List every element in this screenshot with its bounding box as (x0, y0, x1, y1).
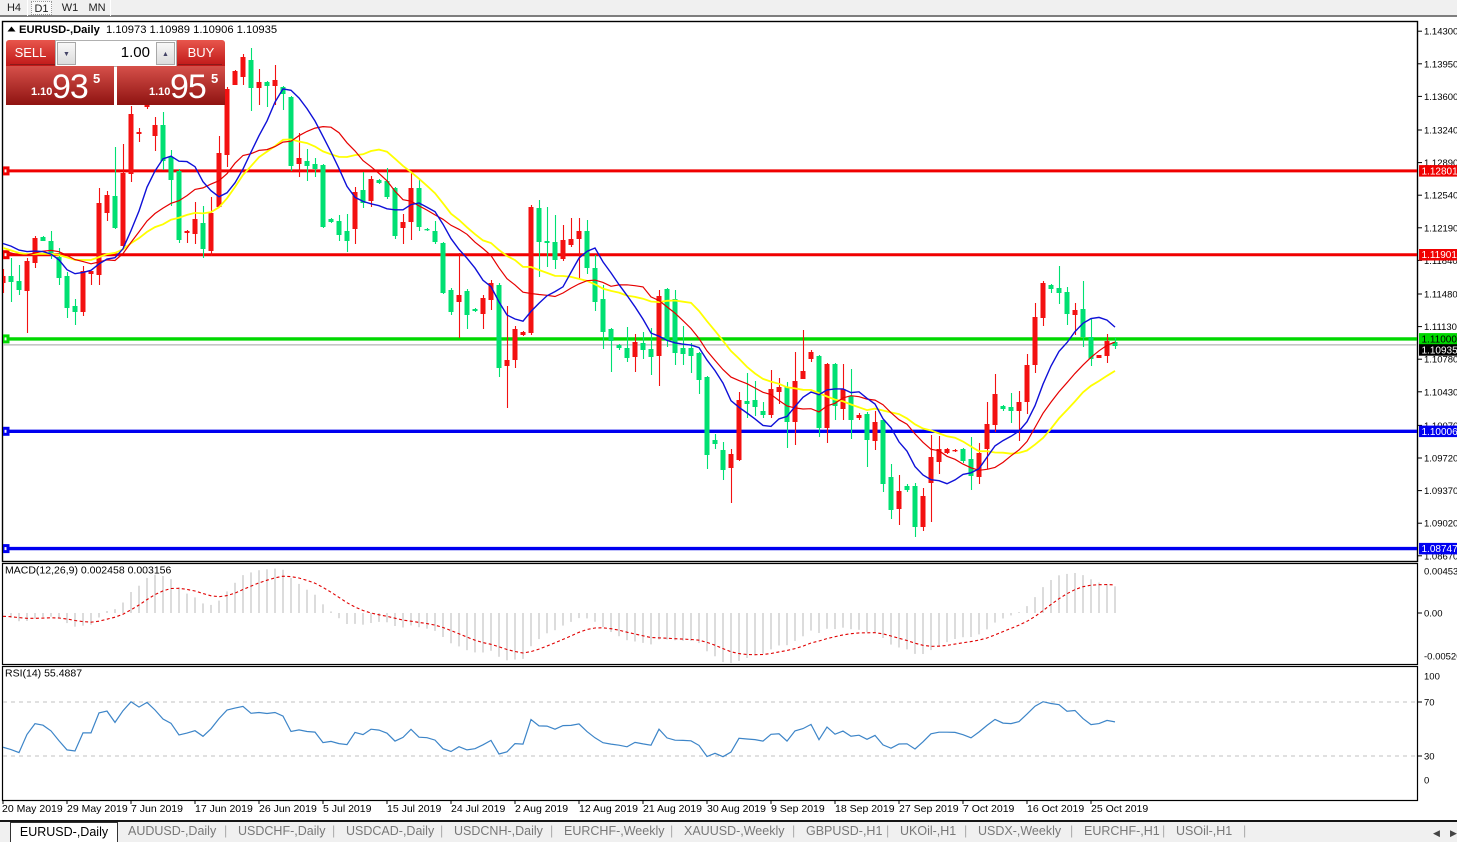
svg-text:1.10935: 1.10935 (1422, 346, 1457, 357)
svg-text:12 Aug 2019: 12 Aug 2019 (579, 803, 638, 815)
svg-text:1.10430: 1.10430 (1424, 387, 1457, 398)
svg-text:16 Oct 2019: 16 Oct 2019 (1027, 803, 1084, 815)
svg-text:5 Jul 2019: 5 Jul 2019 (323, 803, 372, 815)
svg-text:RSI(14) 55.4887: RSI(14) 55.4887 (5, 668, 82, 680)
svg-text:1.11480: 1.11480 (1424, 290, 1457, 301)
svg-text:1.09370: 1.09370 (1424, 486, 1457, 497)
svg-text:26 Jun 2019: 26 Jun 2019 (259, 803, 317, 815)
svg-text:27 Sep 2019: 27 Sep 2019 (899, 803, 959, 815)
svg-text:1.09720: 1.09720 (1424, 454, 1457, 465)
svg-text:1.14300: 1.14300 (1424, 27, 1457, 38)
svg-text:1.11000: 1.11000 (1422, 334, 1457, 345)
svg-text:1.10006: 1.10006 (1422, 427, 1457, 438)
svg-text:1.09020: 1.09020 (1424, 519, 1457, 530)
svg-text:30 Aug 2019: 30 Aug 2019 (707, 803, 766, 815)
svg-text:24 Jul 2019: 24 Jul 2019 (451, 803, 505, 815)
svg-text:29 May 2019: 29 May 2019 (67, 803, 128, 815)
svg-text:25 Oct 2019: 25 Oct 2019 (1091, 803, 1148, 815)
svg-text:15 Jul 2019: 15 Jul 2019 (387, 803, 441, 815)
svg-text:1.12190: 1.12190 (1424, 223, 1457, 234)
svg-text:0.004538: 0.004538 (1424, 567, 1457, 578)
svg-text:EURUSD-,Daily: EURUSD-,Daily (19, 24, 101, 36)
svg-text:1.10973 1.10989 1.10906 1.1093: 1.10973 1.10989 1.10906 1.10935 (106, 24, 277, 36)
svg-text:-0.005204: -0.005204 (1424, 652, 1457, 663)
svg-text:18 Sep 2019: 18 Sep 2019 (835, 803, 895, 815)
svg-text:30: 30 (1424, 752, 1435, 763)
svg-text:9 Sep 2019: 9 Sep 2019 (771, 803, 825, 815)
svg-text:1.13600: 1.13600 (1424, 92, 1457, 103)
svg-text:1.12801: 1.12801 (1422, 166, 1457, 177)
svg-text:0: 0 (1424, 776, 1429, 787)
svg-text:7 Jun 2019: 7 Jun 2019 (131, 803, 183, 815)
svg-text:100: 100 (1424, 672, 1440, 683)
svg-text:1.11130: 1.11130 (1424, 322, 1457, 333)
svg-text:70: 70 (1424, 698, 1435, 709)
svg-text:0.00: 0.00 (1424, 609, 1443, 620)
svg-text:1.13950: 1.13950 (1424, 59, 1457, 70)
svg-text:1.12540: 1.12540 (1424, 191, 1457, 202)
svg-text:MACD(12,26,9) 0.002458 0.00315: MACD(12,26,9) 0.002458 0.003156 (5, 565, 172, 577)
svg-text:21 Aug 2019: 21 Aug 2019 (643, 803, 702, 815)
svg-text:17 Jun 2019: 17 Jun 2019 (195, 803, 253, 815)
svg-text:7 Oct 2019: 7 Oct 2019 (963, 803, 1015, 815)
svg-text:2 Aug 2019: 2 Aug 2019 (515, 803, 568, 815)
svg-text:20 May 2019: 20 May 2019 (2, 803, 63, 815)
svg-text:1.08747: 1.08747 (1422, 544, 1457, 555)
svg-text:1.11901: 1.11901 (1422, 250, 1457, 261)
svg-text:1.13240: 1.13240 (1424, 126, 1457, 137)
